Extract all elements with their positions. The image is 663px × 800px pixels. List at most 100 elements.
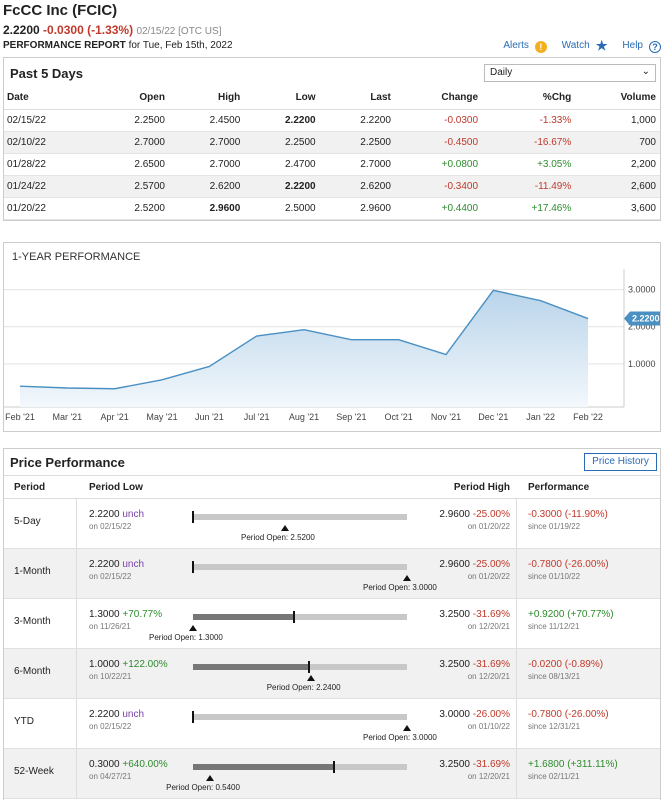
x-tick-label: Jul '21 <box>244 412 270 422</box>
interval-select[interactable]: Daily ⌄ <box>484 64 656 82</box>
x-tick-label: Aug '21 <box>289 412 319 422</box>
period-low: 1.3000 +70.77% on 11/26/21 <box>89 609 162 631</box>
price-performance-row: 1-Month 2.2200 unch on 02/15/22 Period Open… <box>4 549 660 599</box>
low-value: 2.2200 <box>89 509 120 520</box>
cell-date: 01/28/22 <box>4 153 94 176</box>
performance-value: -0.0200 (-0.89%) <box>528 659 604 670</box>
divider <box>516 599 517 649</box>
alerts-label: Alerts <box>503 40 529 51</box>
period-low: 0.3000 +640.00% on 04/27/21 <box>89 759 168 781</box>
performance-since: since 08/13/21 <box>528 672 581 681</box>
cell-volume: 2,600 <box>575 175 660 198</box>
star-icon: ★ <box>595 38 608 53</box>
range-bar <box>192 711 407 723</box>
high-date: on 12/20/21 <box>467 672 510 681</box>
low-date: on 02/15/22 <box>89 522 132 531</box>
chart-svg: 1.0000 2.0000 3.0000 Feb '21 Mar '21 Apr '21 M… <box>4 269 660 422</box>
current-marker <box>292 611 295 623</box>
performance-since: since 01/19/22 <box>528 522 581 531</box>
period-low: 2.2200 unch on 02/15/22 <box>89 709 144 731</box>
period-label: 52-Week <box>14 766 54 777</box>
performance-since: since 02/11/21 <box>528 772 580 781</box>
table-row: 02/10/22 2.7000 2.7000 2.2500 2.2500 -0.4500-… <box>4 131 660 154</box>
high-value: 2.9600 <box>439 509 470 520</box>
period-open-label: Period Open: <box>241 533 291 542</box>
alert-icon: ! <box>534 41 547 53</box>
price-performance-row: YTD 2.2200 unch on 02/15/22 Period Open: 3.… <box>4 699 660 749</box>
cell-low: 2.2200 <box>244 175 320 198</box>
high-change: -25.00% <box>472 559 510 570</box>
quote-header: FcCC Inc (FCIC) 2.2200 -0.0300 (-1.33%) … <box>3 2 663 54</box>
period-open: Period Open: 0.5400 <box>166 783 240 792</box>
low-value: 0.3000 <box>89 759 120 770</box>
period-open-value: 2.5200 <box>290 533 315 542</box>
range-fill <box>193 664 309 670</box>
period-open-label: Period Open: <box>266 683 317 692</box>
period-open-label: Period Open: <box>166 783 216 792</box>
table-row: 01/20/22 2.5200 2.9600 2.5000 2.9600 +0.4400 +… <box>4 197 660 220</box>
range-bar <box>192 561 407 573</box>
cell-high: 2.7000 <box>168 153 245 176</box>
high-value: 3.0000 <box>439 709 470 720</box>
col-period-high: Period High <box>453 482 510 493</box>
watch-link[interactable]: Watch ★ <box>556 38 608 53</box>
period-open: Period Open: 2.2400 <box>267 683 341 692</box>
performance-since: since 01/10/22 <box>528 572 581 581</box>
period-high: 2.9600 -25.00% on 01/20/22 <box>439 559 510 581</box>
cell-pct: -1.33% <box>482 109 576 132</box>
alerts-link[interactable]: Alerts! <box>497 40 547 53</box>
cell-high: 2.4500 <box>168 109 245 132</box>
period-high: 3.2500 -31.69% on 12/20/21 <box>439 759 510 781</box>
x-tick-label: Jan '22 <box>526 412 555 422</box>
help-icon: ? <box>649 41 661 53</box>
cell-open: 2.2500 <box>93 109 169 132</box>
range-bar <box>193 761 407 773</box>
period-open-value: 0.5400 <box>215 783 240 792</box>
table-row: 01/24/22 2.5700 2.6200 2.2200 2.6200 -0.3400-… <box>4 175 660 198</box>
cell-pct: -11.49% <box>482 175 576 198</box>
divider <box>516 699 517 749</box>
high-date: on 01/10/22 <box>467 722 510 731</box>
report-line: PERFORMANCE REPORT for Tue, Feb 15th, 20… <box>3 40 233 51</box>
performance-since: since 12/31/21 <box>528 722 581 731</box>
x-tick-label: Feb '22 <box>573 412 603 422</box>
cell-date: 02/10/22 <box>4 131 94 154</box>
past-5-days-title: Past 5 Days <box>10 66 83 81</box>
performance: -0.3000 (-11.90%) since 01/19/22 <box>528 509 608 531</box>
performance-value: -0.7800 (-26.00%) <box>528 559 609 570</box>
cell-pct: +3.05% <box>482 153 576 176</box>
performance-since: since 11/12/21 <box>528 622 580 631</box>
cell-low: 2.2200 <box>244 109 320 132</box>
divider <box>76 599 77 649</box>
interval-select-value: Daily <box>490 67 513 78</box>
period-high: 2.9600 -25.00% on 01/20/22 <box>439 509 510 531</box>
col-header: Open <box>93 87 169 110</box>
past-5-days-table: Date Open High Low Last Change %Chg Volume 02/1… <box>4 87 660 220</box>
current-marker <box>307 661 310 673</box>
high-change: -31.69% <box>472 659 510 670</box>
high-date: on 01/20/22 <box>467 572 510 581</box>
performance: +1.6800 (+311.11%) since 02/11/21 <box>528 759 618 781</box>
cell-volume: 700 <box>575 131 660 154</box>
open-marker-icon <box>306 675 315 681</box>
divider <box>76 499 77 549</box>
period-open-value: 2.2400 <box>316 683 341 692</box>
cell-last: 2.2500 <box>319 131 395 154</box>
one-year-chart: 1-YEAR PERFORMANCE 1.0000 2.0000 3.0000 Feb… <box>3 242 661 432</box>
x-tick-label: May '21 <box>146 412 177 422</box>
open-marker-icon <box>403 575 411 581</box>
header-links: Alerts! Watch ★ Help? <box>491 38 661 53</box>
price-history-button[interactable]: Price History <box>584 453 657 471</box>
performance: -0.7800 (-26.00%) since 01/10/22 <box>528 559 609 581</box>
col-period: Period <box>14 482 46 493</box>
price-performance-panel: Price Performance Price History Period P… <box>3 448 661 800</box>
col-performance: Performance <box>528 482 590 493</box>
help-link[interactable]: Help? <box>616 40 661 53</box>
report-label: PERFORMANCE REPORT <box>3 40 126 51</box>
col-header: %Chg <box>482 87 576 110</box>
area-fill <box>20 290 588 407</box>
low-date: on 02/15/22 <box>89 722 132 731</box>
last-price: 2.2200 <box>3 23 40 37</box>
col-header: Volume <box>575 87 660 110</box>
period-open-label: Period Open: <box>363 733 413 742</box>
